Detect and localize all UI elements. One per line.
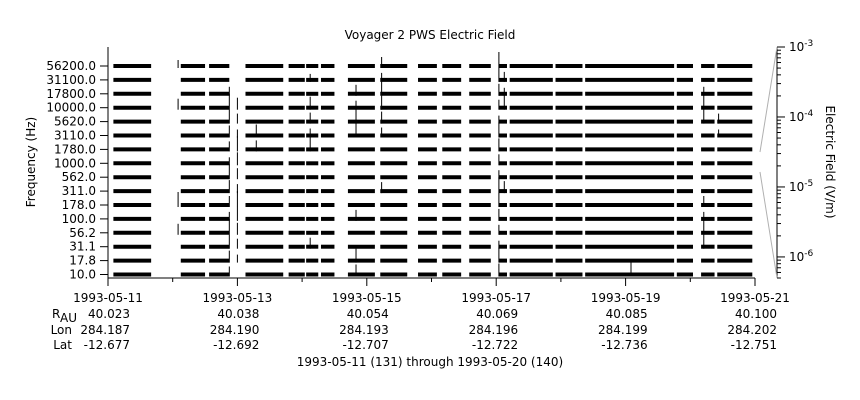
- burst-spikes: [177, 52, 720, 277]
- ephemeris-lat-value: -12.722: [472, 338, 518, 352]
- x-tick-label: 1993-05-13: [203, 291, 273, 305]
- y-tick-label: 3110.0: [54, 129, 96, 143]
- x-ticks: 1993-05-11 1993-05-13 1993-05-15 1993-05-17…: [73, 278, 790, 305]
- chart-title: Voyager 2 PWS Electric Field: [345, 28, 516, 42]
- y-tick-label: 10000.0: [46, 101, 96, 115]
- ephemeris-lat-label: Lat: [53, 338, 72, 352]
- colorbar: 10-3 10-4 10-5 10-6: [759, 39, 814, 279]
- ephemeris-r-value: 40.038: [217, 307, 259, 321]
- y-tick-label: 562.0: [62, 170, 96, 184]
- y-tick-label: 1000.0: [54, 156, 96, 170]
- ephemeris-lat-value: -12.677: [84, 338, 130, 352]
- ephemeris-r-sub-label: AU: [60, 311, 77, 325]
- ephemeris-lat-value: -12.707: [342, 338, 388, 352]
- colorbar-tick-label: 10-6: [789, 249, 814, 264]
- ephemeris-lon-value: 284.187: [80, 323, 130, 337]
- colorbar-tick-label: 10-5: [789, 179, 813, 194]
- date-range-footer: 1993-05-11 (131) through 1993-05-20 (140…: [297, 355, 563, 369]
- y-tick-label: 10.0: [69, 268, 96, 282]
- colorbar-tick-label: 10-4: [789, 109, 814, 124]
- x-tick-label: 1993-05-17: [461, 291, 531, 305]
- ephemeris-r-value: 40.100: [735, 307, 777, 321]
- y-axis-label: Frequency (Hz): [24, 117, 38, 208]
- ephemeris-lon-value: 284.196: [469, 323, 519, 337]
- y-tick-label: 5620.0: [54, 115, 96, 129]
- x-tick-label: 1993-05-21: [720, 291, 790, 305]
- x-tick-label: 1993-05-15: [332, 291, 402, 305]
- colorbar-tick-label: 10-3: [789, 39, 813, 54]
- y-tick-label: 178.0: [62, 198, 96, 212]
- colorbar-connector: [759, 46, 778, 153]
- ephemeris-lon-value: 284.193: [339, 323, 389, 337]
- y-tick-label: 31.1: [69, 240, 96, 254]
- frequency-channels: [113, 64, 753, 277]
- ephemeris-r-value: 40.085: [606, 307, 648, 321]
- y-tick-label: 56200.0: [46, 59, 96, 73]
- y-tick-label: 311.0: [62, 184, 96, 198]
- y-tick-label: 100.0: [62, 212, 96, 226]
- ephemeris-lat-value: -12.736: [601, 338, 647, 352]
- y-tick-label: 17.8: [69, 254, 96, 268]
- y-tick-label: 31100.0: [46, 73, 96, 87]
- colorbar-label: Electric Field (V/m): [823, 105, 837, 218]
- ephemeris-lon-value: 284.190: [210, 323, 260, 337]
- y-tick-label: 17800.0: [46, 87, 96, 101]
- y-tick-labels: 56200.031100.017800.010000.05620.03110.0…: [46, 59, 96, 282]
- ephemeris-lat-value: -12.751: [731, 338, 777, 352]
- colorbar-connector: [759, 171, 778, 279]
- x-tick-label: 1993-05-11: [73, 291, 143, 305]
- ephemeris-lon-label: Lon: [51, 323, 72, 337]
- ephemeris-r-value: 40.054: [347, 307, 389, 321]
- ephemeris-r-label: R: [52, 307, 60, 321]
- y-tick-label: 56.2: [69, 226, 96, 240]
- ephemeris-r-value: 40.023: [88, 307, 130, 321]
- ephemeris-r-value: 40.069: [476, 307, 518, 321]
- y-tick-label: 1780.0: [54, 142, 96, 156]
- ephemeris-lat-value: -12.692: [213, 338, 259, 352]
- x-tick-label: 1993-05-19: [591, 291, 661, 305]
- ephemeris-lon-value: 284.202: [727, 323, 777, 337]
- ephemeris-lon-value: 284.199: [598, 323, 648, 337]
